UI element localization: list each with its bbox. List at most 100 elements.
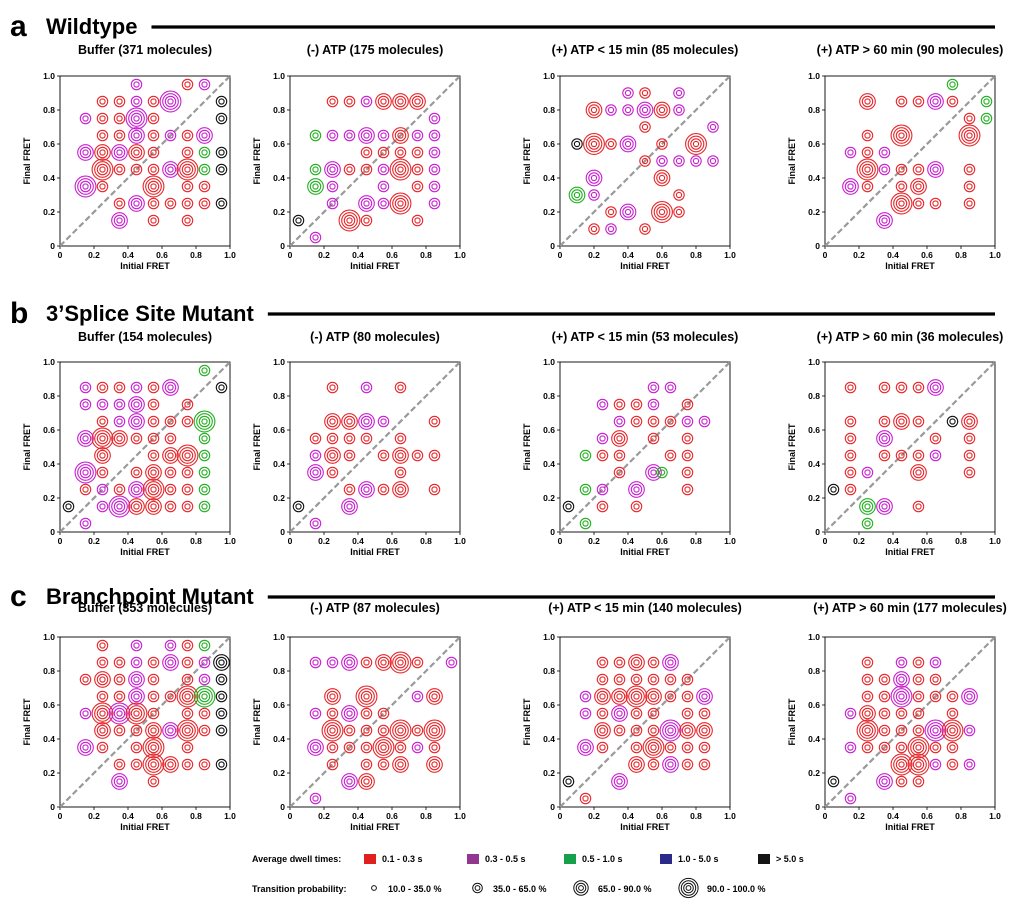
ring-marker xyxy=(181,673,194,686)
ring xyxy=(667,659,674,666)
ring-marker xyxy=(377,415,390,428)
ring xyxy=(94,447,111,464)
ring xyxy=(329,384,336,391)
ring xyxy=(946,707,959,720)
ring-marker xyxy=(696,722,713,739)
ring xyxy=(79,180,92,193)
ring-marker xyxy=(910,178,927,195)
ring-marker xyxy=(861,741,874,754)
ring-marker xyxy=(215,112,228,125)
ring xyxy=(633,418,640,425)
ring-marker xyxy=(890,124,913,147)
ring xyxy=(656,155,668,167)
x-tick-label: 0.8 xyxy=(190,250,202,260)
x-tick-label: 0 xyxy=(58,250,63,260)
ring xyxy=(360,95,373,108)
ring xyxy=(588,189,600,201)
ring xyxy=(664,673,677,686)
ring xyxy=(633,710,640,717)
ring-marker xyxy=(377,483,390,496)
ring xyxy=(181,78,194,91)
ring xyxy=(932,166,939,173)
ring-marker xyxy=(907,736,930,759)
ring xyxy=(895,95,908,108)
x-tick-label: 0 xyxy=(558,536,563,546)
ring-marker xyxy=(861,129,874,142)
ring xyxy=(878,449,891,462)
ring-marker xyxy=(980,112,993,125)
ring xyxy=(147,197,160,210)
ring-marker xyxy=(181,639,194,652)
y-tick-label: 0.4 xyxy=(43,459,55,469)
ring xyxy=(150,710,157,717)
ring xyxy=(133,659,140,666)
ring xyxy=(346,418,353,425)
ring xyxy=(346,778,353,785)
ring-marker xyxy=(645,464,662,481)
ring xyxy=(181,163,194,176)
x-tick-label: 0.8 xyxy=(955,250,967,260)
ring-marker xyxy=(895,449,908,462)
ring xyxy=(827,775,840,788)
ring xyxy=(215,95,228,108)
ring xyxy=(611,705,628,722)
ring xyxy=(128,396,145,413)
ring-marker xyxy=(215,707,228,720)
ring xyxy=(147,381,160,394)
ring-marker xyxy=(343,129,356,142)
ring xyxy=(847,469,854,476)
ring xyxy=(878,432,891,445)
ring xyxy=(99,486,106,493)
ring-marker xyxy=(341,705,358,722)
prob-ring xyxy=(685,885,692,891)
ring xyxy=(113,690,126,703)
ring xyxy=(111,430,128,447)
ring xyxy=(198,758,211,771)
x-axis-label: Initial FRET xyxy=(620,261,670,271)
ring xyxy=(215,163,228,176)
ring xyxy=(91,427,114,450)
ring xyxy=(99,659,106,666)
ring-marker xyxy=(343,483,356,496)
ring xyxy=(184,710,191,717)
ring xyxy=(864,710,871,717)
ring xyxy=(307,739,324,756)
y-axis-label: Final FRET xyxy=(252,698,262,746)
ring xyxy=(431,115,438,122)
ring xyxy=(96,741,109,754)
ring xyxy=(130,500,143,513)
panel-title: (+) ATP > 60 min (90 molecules) xyxy=(817,43,1004,57)
ring xyxy=(684,469,691,476)
ring-marker xyxy=(679,722,696,739)
ring xyxy=(929,741,942,754)
ring xyxy=(895,129,908,142)
ring xyxy=(307,464,324,481)
ring-marker xyxy=(164,129,177,142)
panel: Buffer (353 molecules)0 0.2 0.4 0.6 0.8 1.000… xyxy=(22,601,236,832)
ring xyxy=(116,761,123,768)
ring xyxy=(861,146,874,159)
ring xyxy=(79,466,92,479)
ring xyxy=(198,639,211,652)
ring xyxy=(963,758,976,771)
ring xyxy=(571,189,583,201)
ring xyxy=(324,722,341,739)
ring-marker xyxy=(929,449,942,462)
ring xyxy=(898,98,905,105)
ring xyxy=(596,483,609,496)
ring xyxy=(91,702,114,725)
ring-marker xyxy=(411,741,424,754)
ring xyxy=(329,761,336,768)
ring xyxy=(329,98,336,105)
ring xyxy=(113,707,126,720)
ring xyxy=(701,744,708,751)
ring-marker xyxy=(338,209,361,232)
ring xyxy=(607,208,615,216)
y-tick-label: 0.8 xyxy=(543,105,555,115)
ring xyxy=(164,129,177,142)
ring xyxy=(658,469,666,476)
ring xyxy=(360,741,373,754)
ring-marker xyxy=(128,396,145,413)
ring-marker xyxy=(594,688,611,705)
ring-marker xyxy=(198,500,211,513)
